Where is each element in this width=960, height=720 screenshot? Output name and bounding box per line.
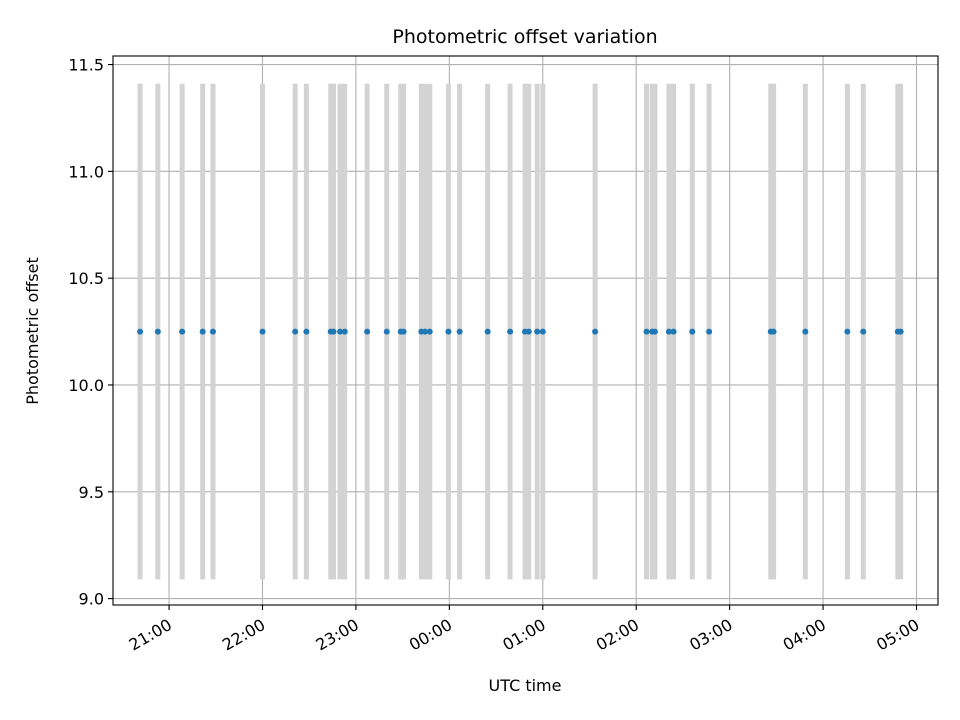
data-point: [179, 328, 186, 335]
x-axis-title: UTC time: [489, 676, 562, 695]
chart-title: Photometric offset variation: [392, 26, 657, 48]
data-point: [292, 328, 299, 335]
data-point: [507, 328, 514, 335]
data-point: [259, 328, 266, 335]
data-point: [383, 328, 390, 335]
data-point: [802, 328, 809, 335]
data-point: [643, 328, 650, 335]
data-point: [364, 328, 371, 335]
y-tick-label: 9.5: [79, 483, 104, 502]
y-tick-label: 11.0: [68, 162, 104, 181]
data-point: [651, 328, 658, 335]
data-point: [303, 328, 310, 335]
y-tick-label: 10.5: [68, 269, 104, 288]
data-point: [592, 328, 599, 335]
data-point: [897, 328, 904, 335]
data-point: [154, 328, 161, 335]
y-axis: 9.0 9.5 10.0 10.5 11.0 11.5: [68, 56, 113, 609]
data-point: [539, 328, 546, 335]
data-points: [137, 328, 904, 335]
data-point: [665, 328, 672, 335]
data-point: [670, 328, 677, 335]
y-tick-label: 9.0: [79, 590, 104, 609]
data-point: [400, 328, 407, 335]
data-point: [534, 328, 541, 335]
plot-frame: [112, 55, 939, 606]
data-point: [484, 328, 491, 335]
data-point: [209, 328, 216, 335]
data-point: [456, 328, 463, 335]
data-point: [199, 328, 206, 335]
data-point: [341, 328, 348, 335]
data-point: [860, 328, 867, 335]
data-point: [426, 328, 433, 335]
data-point: [330, 328, 337, 335]
data-point: [844, 328, 851, 335]
y-tick-label: 10.0: [68, 376, 104, 395]
y-tick-label: 11.5: [68, 56, 104, 75]
y-axis-title: Photometric offset: [23, 257, 42, 405]
data-point: [137, 328, 144, 335]
data-point: [445, 328, 452, 335]
data-point: [770, 328, 777, 335]
data-point: [706, 328, 713, 335]
data-point: [525, 328, 532, 335]
data-point: [689, 328, 696, 335]
data-point: [422, 328, 429, 335]
data-point: [337, 328, 344, 335]
